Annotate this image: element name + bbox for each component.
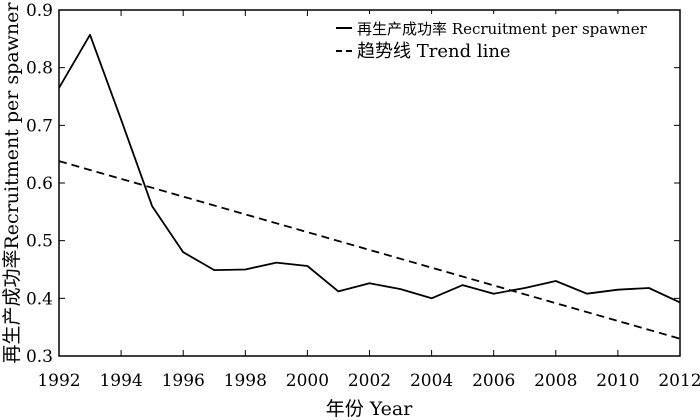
x-tick-label: 2006 xyxy=(472,371,515,391)
y-tick-label: 0.6 xyxy=(26,174,53,194)
chart-marks: 1992 1994 1996 1998 2000 2002 2004 2006 2008 2010… xyxy=(26,1,700,391)
x-tick-label: 2010 xyxy=(596,371,639,391)
x-tick-label: 2008 xyxy=(534,371,577,391)
series-line-trend xyxy=(58,160,681,340)
legend: 再生产成功率 Recruitment per spawner 趋势线 Trend… xyxy=(330,14,675,66)
y-tick-label: 0.4 xyxy=(26,289,53,309)
x-tick-label: 1996 xyxy=(162,371,205,391)
y-tick-label: 0.3 xyxy=(26,347,53,367)
x-tick-label: 2002 xyxy=(348,371,391,391)
legend-entry-recruitment: 再生产成功率 Recruitment per spawner xyxy=(357,20,648,38)
y-tick-label: 0.5 xyxy=(26,232,53,252)
x-tick-label: 2004 xyxy=(410,371,453,391)
x-tick-label: 1992 xyxy=(37,371,80,391)
y-tick-label: 0.8 xyxy=(26,59,53,79)
x-tick-label: 2000 xyxy=(286,371,329,391)
y-tick-label: 0.9 xyxy=(26,1,53,21)
x-axis-title: 年份 Year xyxy=(326,398,414,420)
legend-box xyxy=(330,14,675,66)
x-tick-label: 1998 xyxy=(224,371,267,391)
y-axis-title: 再生产成功率Recruitment per spawner xyxy=(1,2,23,364)
y-tick-label: 0.7 xyxy=(26,116,53,136)
x-tick-label: 1994 xyxy=(99,371,142,391)
x-tick-label: 2012 xyxy=(658,371,700,391)
legend-entry-trend: 趋势线 Trend line xyxy=(357,41,511,62)
series-line-recruitment xyxy=(58,33,681,304)
